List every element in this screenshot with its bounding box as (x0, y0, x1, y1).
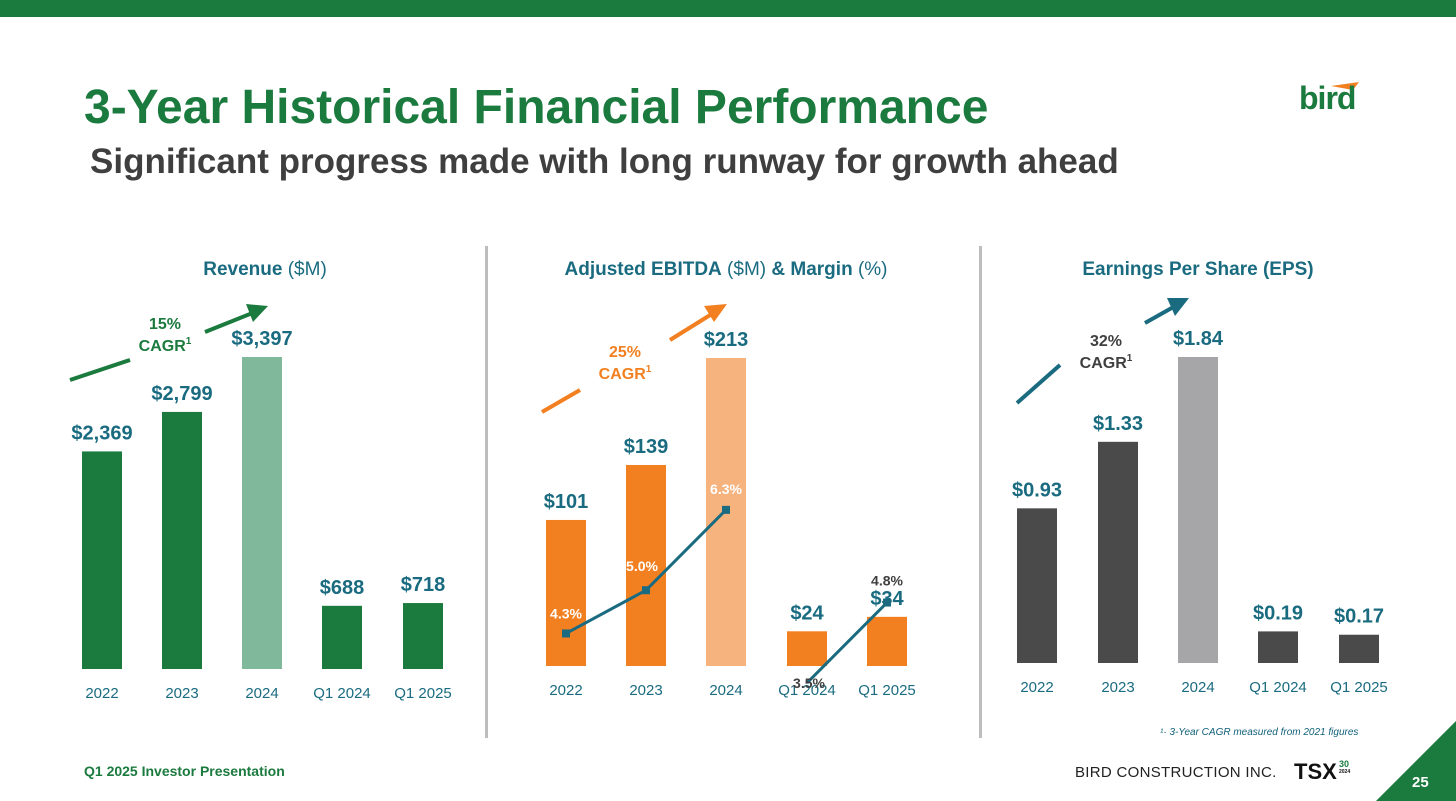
corner-triangle (1376, 721, 1456, 801)
revenue-cagr-percent: 15% (149, 316, 181, 333)
revenue-value-label: $3,397 (231, 328, 292, 350)
margin-point (642, 586, 650, 595)
eps-value-label: $0.19 (1253, 602, 1303, 624)
eps-value-label: $0.17 (1334, 606, 1384, 628)
revenue-value-label: $688 (320, 577, 365, 599)
revenue-cagr-label: CAGR1 (139, 336, 192, 355)
eps-bar (1178, 357, 1218, 663)
revenue-value-label: $2,799 (151, 383, 212, 405)
ebitda-chart-title: Adjusted EBITDA ($M) & Margin (%) (565, 259, 888, 280)
margin-label: 3.5% (793, 675, 825, 691)
logo-text: bird (1299, 80, 1356, 116)
ebitda-bar (546, 519, 586, 666)
eps-chart-title: Earnings Per Share (EPS) (1082, 259, 1313, 280)
ebitda-category-label: 2022 (549, 682, 582, 699)
page-number: 25 (1412, 774, 1429, 791)
logo-swoosh-icon (1331, 82, 1359, 90)
revenue-bar (82, 451, 122, 669)
margin-label: 6.3% (710, 481, 742, 497)
ebitda-category-label: 2024 (709, 682, 742, 699)
eps-category-label: 2022 (1020, 679, 1053, 696)
top-accent-bar (0, 0, 1456, 17)
ebitda-category-label: Q1 2025 (858, 682, 916, 699)
revenue-category-label: 2023 (165, 685, 198, 702)
eps-bar (1258, 631, 1298, 663)
revenue-bar (242, 357, 282, 669)
eps-value-label: $1.33 (1093, 413, 1143, 435)
ebitda-category-label: Q1 2024 (778, 682, 836, 699)
ebitda-category-label: 2023 (629, 682, 662, 699)
eps-bar (1339, 634, 1379, 663)
revenue-bar (162, 411, 202, 669)
eps-category-label: 2024 (1181, 679, 1214, 696)
bird-logo: bird (1297, 80, 1371, 120)
revenue-category-label: Q1 2024 (313, 685, 371, 702)
page-title: 3-Year Historical Financial Performance (84, 81, 989, 134)
eps-category-label: Q1 2025 (1330, 679, 1388, 696)
margin-point (883, 598, 891, 607)
margin-point (722, 505, 730, 514)
revenue-bar (403, 603, 443, 669)
margin-line-segment (644, 508, 728, 592)
revenue-chart: Revenue ($M) 15% CAGR1 $2,369 2022 $2,799 2… (69, 259, 452, 702)
tsx30-logo: TSX (1294, 759, 1337, 784)
revenue-cagr-arrow-icon (69, 304, 268, 382)
revenue-category-label: 2022 (85, 685, 118, 702)
footer-company-name: BIRD CONSTRUCTION INC. (1075, 764, 1277, 781)
ebitda-bar (626, 465, 666, 666)
revenue-value-label: $2,369 (71, 422, 132, 444)
margin-line-segment (565, 588, 647, 635)
ebitda-value-label: $139 (624, 436, 669, 458)
eps-value-label: $0.93 (1012, 479, 1062, 501)
tsx30-superscript: 30 2024 (1339, 759, 1351, 776)
margin-point (562, 629, 570, 638)
revenue-value-label: $718 (401, 574, 446, 596)
margin-label: 4.8% (871, 573, 903, 589)
revenue-bar (322, 605, 362, 669)
revenue-category-label: 2024 (245, 685, 278, 702)
ebitda-value-label: $213 (704, 329, 749, 351)
ebitda-cagr-label: CAGR1 (599, 364, 652, 383)
tsx30-number: 30 (1339, 759, 1350, 769)
eps-bar (1098, 441, 1138, 663)
page-subtitle: Significant progress made with long runw… (90, 142, 1119, 181)
eps-cagr-label: CAGR1 (1080, 353, 1133, 372)
ebitda-chart: Adjusted EBITDA ($M) & Margin (%) 25% CA… (540, 259, 916, 699)
tsx30-year: 2024 (1339, 769, 1351, 775)
divider-1 (485, 246, 488, 738)
eps-category-label: Q1 2024 (1249, 679, 1307, 696)
ebitda-value-label: $24 (790, 602, 824, 624)
footer-presentation-label: Q1 2025 Investor Presentation (84, 763, 285, 779)
margin-label: 5.0% (626, 558, 658, 574)
margin-label: 4.3% (550, 605, 582, 621)
ebitda-cagr-percent: 25% (609, 344, 641, 361)
ebitda-cagr-arrow-icon (540, 304, 727, 414)
ebitda-value-label: $101 (544, 491, 589, 513)
eps-cagr-percent: 32% (1090, 333, 1122, 350)
divider-2 (979, 246, 982, 738)
eps-category-label: 2023 (1101, 679, 1134, 696)
eps-bar (1017, 508, 1057, 663)
eps-chart: Earnings Per Share (EPS) 32% CAGR1 $0.93… (1012, 259, 1388, 696)
eps-value-label: $1.84 (1173, 328, 1224, 350)
cagr-footnote: ¹· 3-Year CAGR measured from 2021 figure… (1160, 727, 1359, 738)
eps-cagr-arrow-icon (1015, 298, 1189, 405)
revenue-category-label: Q1 2025 (394, 685, 452, 702)
margin-line-segment (805, 601, 889, 684)
revenue-chart-title: Revenue ($M) (203, 259, 327, 280)
ebitda-bar (787, 631, 827, 666)
ebitda-bar (867, 616, 907, 666)
